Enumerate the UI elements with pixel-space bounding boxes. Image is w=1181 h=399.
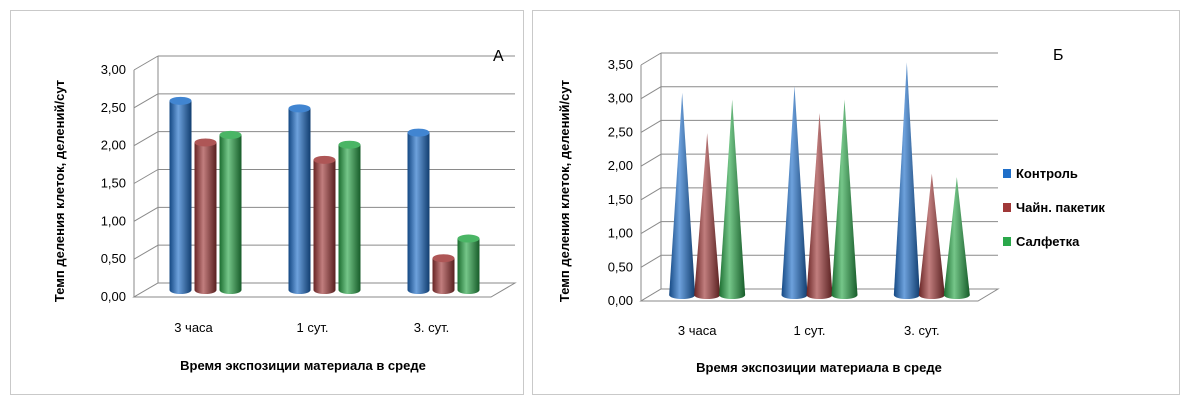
legend-swatch: [1003, 237, 1011, 246]
gridline-side: [640, 153, 662, 167]
gridline-side: [133, 206, 159, 222]
y-tick-label: 3,00: [608, 91, 633, 106]
y-tick-label: 2,50: [608, 124, 633, 139]
x-tick-label: 3 часа: [678, 323, 717, 338]
legend-swatch: [1003, 203, 1011, 212]
legend-item: Контроль: [1016, 166, 1078, 181]
y-tick-label: 0,00: [608, 293, 633, 308]
gridline-side: [640, 119, 662, 133]
y-tick-label: 0,00: [101, 289, 126, 304]
gridline-side: [133, 131, 159, 147]
cylinder-bar: [432, 258, 455, 294]
gridline-side: [640, 221, 662, 235]
legend-item: Салфетка: [1016, 234, 1080, 249]
gridline-side: [640, 86, 662, 100]
cylinder-bar-top: [338, 140, 361, 149]
cylinder-bar-top: [432, 254, 455, 263]
cone-bar: [719, 99, 746, 299]
x-tick-label: 1 сут.: [794, 323, 826, 338]
x-axis-title: Время экспозиции материала в среде: [696, 360, 942, 375]
legend-item: Чайн. пакетик: [1016, 200, 1105, 215]
cone-bar: [669, 92, 696, 299]
cylinder-bar: [313, 159, 336, 294]
cylinder-bar-top: [219, 130, 242, 139]
y-axis-title: Темп деления клеток, делений/сут: [52, 80, 67, 302]
cone-bar: [918, 173, 945, 299]
cylinder-bar: [457, 238, 480, 294]
y-tick-label: 2,00: [101, 138, 126, 153]
cylinder-bar-top: [169, 96, 192, 105]
chart-panel-b: 0,00 0,50 1,00 1,50 2,00 2,50 3,00 3,50 3 часа 1 …: [532, 10, 1180, 395]
cylinder-bar-top: [457, 234, 480, 243]
gridline-side: [133, 169, 159, 184]
cone-bar: [806, 112, 833, 299]
cone-bar: [893, 62, 920, 299]
cone-bar: [694, 133, 721, 299]
cylinder-bar: [288, 108, 311, 295]
cone-bar: [943, 177, 970, 299]
cylinder-bar: [407, 132, 430, 294]
chart-panel-a: 0,00 0,50 1,00 1,50 2,00 2,50 3,00 3 часа 1 сут.…: [10, 10, 524, 395]
gridline-side: [133, 244, 159, 260]
x-tick-label: 3. сут.: [904, 323, 940, 338]
legend-swatch: [1003, 169, 1011, 178]
cylinder-bar: [194, 142, 217, 294]
y-tick-label: 1,00: [608, 226, 633, 241]
chart-a-svg: 0,00 0,50 1,00 1,50 2,00 2,50 3,00 3 часа 1 сут.…: [52, 48, 517, 373]
cone-bar: [781, 85, 808, 299]
x-axis-title: Время экспозиции материала в среде: [180, 358, 426, 373]
y-tick-label: 2,50: [101, 100, 126, 115]
panel-label: Б: [1053, 47, 1064, 64]
y-tick-label: 1,50: [608, 192, 633, 207]
y-tick-label: 3,00: [101, 62, 126, 77]
cylinder-bar-top: [407, 128, 430, 137]
gridline-side: [133, 55, 159, 71]
gridline-side: [133, 93, 159, 109]
cylinder-bar-top: [194, 138, 217, 147]
panel-label: А: [493, 48, 504, 65]
y-tick-label: 0,50: [608, 259, 633, 274]
gridline-side: [640, 52, 662, 66]
x-tick-label: 3 часа: [174, 320, 213, 335]
cylinder-bar: [169, 100, 192, 294]
cone-bar: [831, 99, 858, 299]
x-tick-label: 1 сут.: [297, 320, 329, 335]
cylinder-bar-top: [313, 155, 336, 164]
chart-b-svg: 0,00 0,50 1,00 1,50 2,00 2,50 3,00 3,50 3 часа 1 …: [557, 47, 1105, 375]
x-tick-label: 3. сут.: [414, 320, 450, 335]
y-tick-label: 1,00: [101, 213, 126, 228]
y-tick-label: 3,50: [608, 57, 633, 72]
y-axis-title: Темп деления клеток, делений/сут: [557, 80, 572, 302]
cylinder-bar: [338, 144, 361, 294]
y-tick-label: 1,50: [101, 176, 126, 191]
cylinder-bar-top: [288, 104, 311, 113]
cylinder-bar: [219, 134, 242, 294]
gridline-side: [640, 254, 662, 268]
gridline-side: [640, 187, 662, 201]
y-tick-label: 2,00: [608, 158, 633, 173]
y-tick-label: 0,50: [101, 251, 126, 266]
